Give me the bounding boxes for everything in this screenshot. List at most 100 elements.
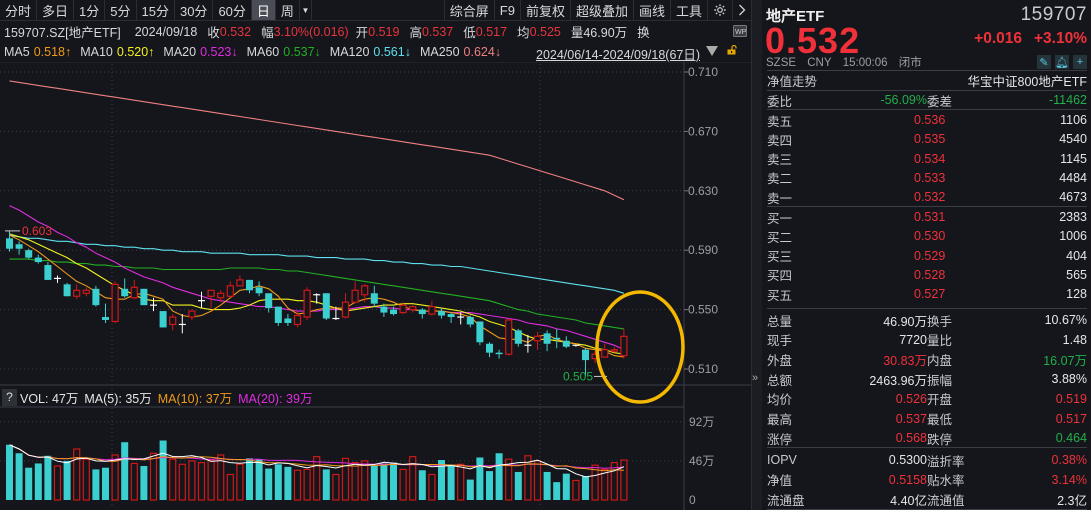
ask-level-row[interactable]: 卖一 0.532 4673 bbox=[762, 187, 1087, 207]
stat-value: 10.67% bbox=[1044, 313, 1087, 327]
alert-button[interactable]: 🔔︎ bbox=[1055, 55, 1069, 69]
stat-label: 外盘 bbox=[767, 353, 793, 368]
arrow-down-icon: ↓ bbox=[231, 44, 238, 59]
exchange-label: SZSE bbox=[766, 57, 797, 69]
ma-value-ma20: 0.523 bbox=[200, 44, 232, 59]
wp-badge-icon[interactable]: WP bbox=[733, 25, 747, 37]
level-price: 0.534 bbox=[914, 151, 946, 166]
level-label: 卖五 bbox=[767, 114, 793, 129]
bid-level-row[interactable]: 买三 0.529 404 bbox=[762, 246, 1087, 266]
draw-line-button[interactable]: 画线 bbox=[634, 0, 671, 20]
period-tab-day[interactable]: 日 bbox=[251, 0, 276, 20]
bid-level-row[interactable]: 买一 0.531 2383 bbox=[762, 207, 1087, 227]
change-percent: +3.10% bbox=[1033, 30, 1087, 47]
more-periods-dropdown[interactable]: ▼ bbox=[300, 0, 312, 20]
svg-text:0.630: 0.630 bbox=[688, 184, 718, 198]
nav-trend-label[interactable]: 净值走势 bbox=[767, 74, 818, 89]
bid-level-row[interactable]: 买二 0.530 1006 bbox=[762, 226, 1087, 246]
f9-button[interactable]: F9 bbox=[495, 0, 521, 20]
range-dropdown-icon[interactable] bbox=[706, 46, 718, 56]
stat-row: 净值 0.5158 贴水率 3.14% bbox=[762, 470, 1087, 490]
stat-label: 均价 bbox=[767, 393, 793, 408]
volume-label: 量 bbox=[570, 26, 584, 40]
bid-level-row[interactable]: 买五 0.527 128 bbox=[762, 284, 1087, 304]
edit-button[interactable]: ✎ bbox=[1037, 55, 1051, 69]
stat-value: 0.464 bbox=[1055, 431, 1087, 446]
level-volume: 2383 bbox=[1059, 210, 1087, 224]
nav-trend-row[interactable]: 净值走势 华宝中证800地产ETF bbox=[762, 70, 1087, 90]
candlestick-chart[interactable]: 0.710 0.670 0.630 0.590 0.550 0.510 92万 46万 0 0.6… bbox=[0, 62, 751, 510]
level-volume: 4484 bbox=[1059, 170, 1087, 185]
stat-label: 量比 bbox=[927, 334, 953, 349]
ask-level-row[interactable]: 卖四 0.535 4540 bbox=[762, 129, 1087, 149]
period-tab-15min[interactable]: 15分 bbox=[137, 0, 175, 20]
stat-label: 跌停 bbox=[927, 432, 953, 447]
panel-splitter[interactable] bbox=[751, 0, 762, 510]
stat-value: 2.3亿 bbox=[1057, 493, 1087, 508]
level-price: 0.530 bbox=[914, 229, 946, 244]
period-tab-30min[interactable]: 30分 bbox=[175, 0, 214, 20]
turnover-label: 换 bbox=[637, 26, 650, 40]
date-range-link[interactable]: 2024/06/14-2024/09/18(67日) bbox=[536, 48, 701, 62]
security-code: 159707 bbox=[1020, 4, 1087, 25]
stat-value: 3.88% bbox=[1051, 372, 1087, 387]
level-price: 0.535 bbox=[914, 132, 946, 147]
stat-value: 0.5158 bbox=[888, 472, 927, 487]
ma-value-ma5: 0.518 bbox=[33, 44, 65, 59]
quote-info-row: 159707.SZ[地产ETF] 2024/09/18 收 0.532 幅 3.… bbox=[4, 22, 650, 41]
unlock-icon[interactable] bbox=[727, 45, 737, 55]
level-volume: 128 bbox=[1066, 287, 1087, 302]
stat-row: 流通盘 4.40亿 流通值 2.3亿 bbox=[762, 489, 1087, 509]
order-diff-label: 委差 bbox=[927, 94, 953, 109]
volume-legend: ? VOL: 47万 MA(5): 35万 MA(10): 37万 MA(20)… bbox=[2, 388, 312, 406]
next-button[interactable] bbox=[733, 0, 751, 20]
super-overlay-button[interactable]: 超级叠加 bbox=[571, 0, 634, 20]
ask-level-row[interactable]: 卖二 0.533 4484 bbox=[762, 168, 1087, 188]
ma-label-ma5: MA5 bbox=[4, 44, 30, 59]
forward-adjust-button[interactable]: 前复权 bbox=[521, 0, 571, 20]
order-ratio-value: -56.09% bbox=[880, 93, 927, 107]
period-tab-multiday[interactable]: 多日 bbox=[37, 0, 75, 20]
stat-label: 贴水率 bbox=[927, 474, 965, 489]
period-tab-1min[interactable]: 1分 bbox=[74, 0, 106, 20]
svg-text:0: 0 bbox=[689, 493, 696, 507]
level-volume: 1106 bbox=[1060, 113, 1087, 127]
collapse-panel-icon[interactable]: » bbox=[752, 372, 759, 384]
stat-value: 0.526 bbox=[895, 391, 927, 406]
stat-value: 4.40亿 bbox=[890, 493, 927, 508]
bell-icon: 🔔︎ bbox=[1055, 56, 1069, 69]
bid-level-row[interactable]: 买四 0.528 565 bbox=[762, 265, 1087, 285]
arrow-down-icon: ↓ bbox=[404, 44, 411, 59]
help-button[interactable]: ? bbox=[2, 388, 17, 406]
period-tab-60min[interactable]: 60分 bbox=[213, 0, 252, 20]
ma-value-ma120: 0.561 bbox=[373, 44, 405, 59]
tools-button[interactable]: 工具 bbox=[671, 0, 708, 20]
ask-level-row[interactable]: 卖三 0.534 1145 bbox=[762, 149, 1087, 169]
chart-toolbar: 分时 多日 1分 5分 15分 30分 60分 日 周 ▼ 综合屏 F9 前复权… bbox=[0, 0, 751, 21]
stat-value: 0.537 bbox=[895, 411, 927, 426]
stat-label: 流通值 bbox=[927, 493, 965, 508]
ma-label-ma60: MA60 bbox=[246, 44, 280, 59]
period-tab-intraday[interactable]: 分时 bbox=[0, 0, 38, 20]
settings-button[interactable] bbox=[708, 0, 733, 20]
ask-level-row[interactable]: 卖五 0.536 1106 bbox=[762, 110, 1087, 130]
avg-value: 0.525 bbox=[529, 24, 561, 39]
stat-label: 溢折率 bbox=[927, 454, 965, 469]
chevron-right-icon bbox=[739, 4, 746, 16]
composite-screen-button[interactable]: 综合屏 bbox=[443, 0, 495, 20]
level-label: 卖一 bbox=[767, 191, 793, 206]
svg-text:0.603: 0.603 bbox=[22, 224, 52, 238]
stat-value: 46.90万 bbox=[883, 314, 927, 329]
add-watchlist-button[interactable]: + bbox=[1073, 55, 1087, 69]
avg-label: 均 bbox=[517, 26, 530, 40]
level-price: 0.536 bbox=[914, 113, 946, 127]
level-volume: 4540 bbox=[1059, 132, 1087, 147]
period-tab-week[interactable]: 周 bbox=[276, 0, 300, 20]
security-name: 地产ETF bbox=[766, 8, 825, 25]
period-tab-5min[interactable]: 5分 bbox=[105, 0, 137, 20]
plus-icon: + bbox=[1076, 56, 1084, 68]
stat-label: 开盘 bbox=[927, 393, 953, 408]
svg-text:0.505: 0.505 bbox=[563, 369, 593, 383]
stat-value: 0.38% bbox=[1051, 453, 1087, 467]
market-status: 闭市 bbox=[898, 57, 922, 69]
